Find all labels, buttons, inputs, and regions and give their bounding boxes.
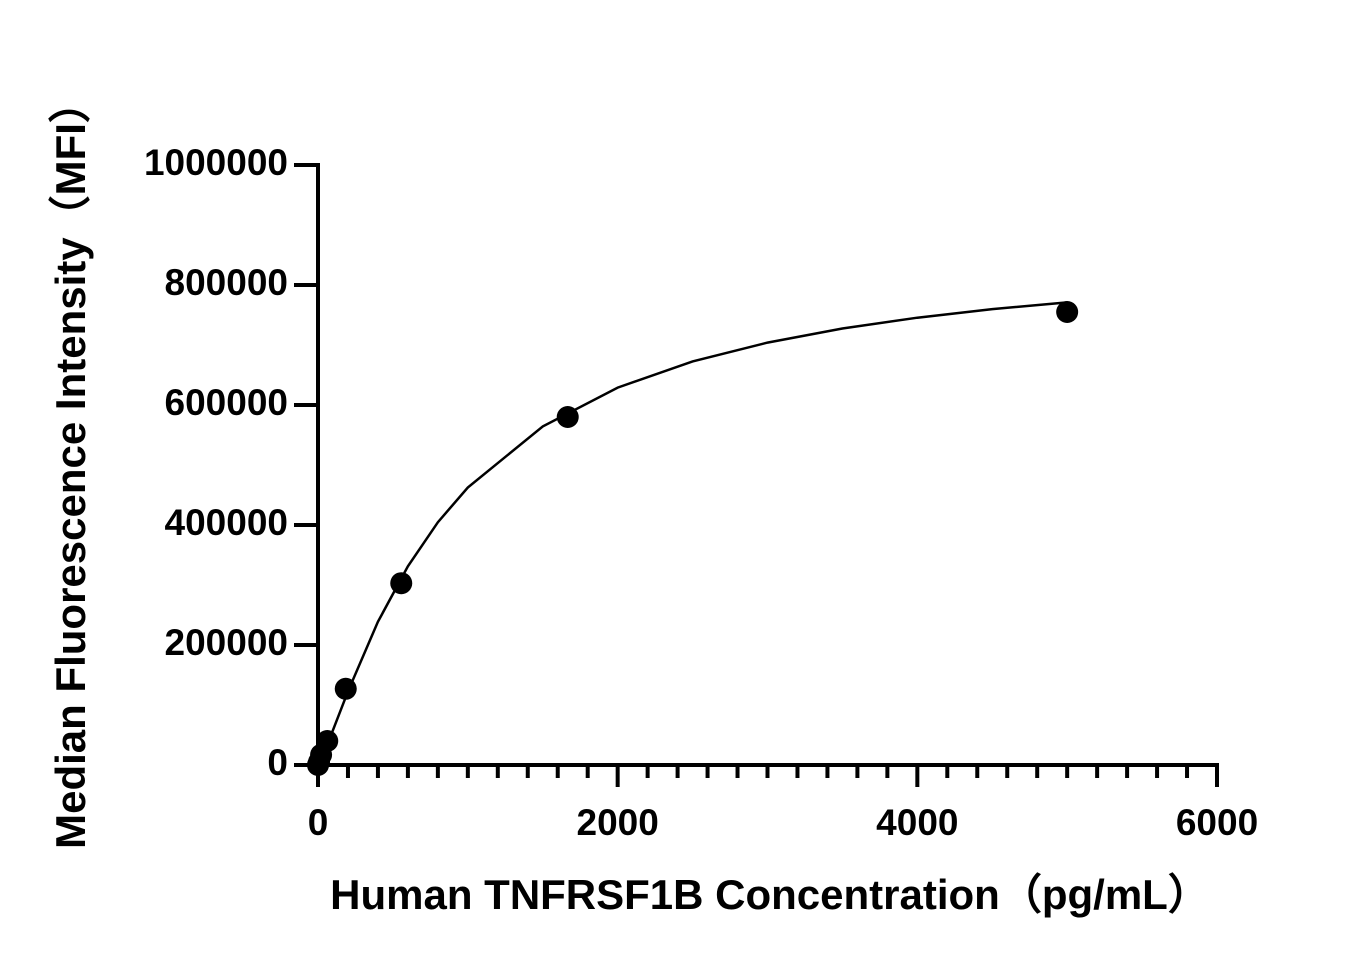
fit-curve [316, 301, 1068, 766]
x-tick-label: 6000 [1176, 802, 1258, 843]
point [1056, 301, 1079, 323]
y-tick-label: 600000 [165, 382, 288, 423]
y-tick-label: 400000 [165, 502, 288, 543]
y-tick-label: 800000 [165, 262, 288, 303]
x-tick-label: 2000 [577, 802, 659, 843]
y-tick-label: 1000000 [144, 142, 288, 183]
x-tick-label: 4000 [876, 802, 958, 843]
x-axis-title: Human TNFRSF1B Concentration（pg/mL） [330, 871, 1210, 918]
point [390, 572, 413, 595]
point [334, 677, 357, 700]
point [556, 406, 579, 428]
point [316, 730, 339, 752]
x-tick-label: 0 [308, 802, 329, 843]
y-tick-label: 200000 [165, 622, 288, 663]
y-tick-label: 0 [267, 742, 288, 783]
y-axis-title: Median Fluorescence Intensity（MFI） [47, 81, 94, 849]
